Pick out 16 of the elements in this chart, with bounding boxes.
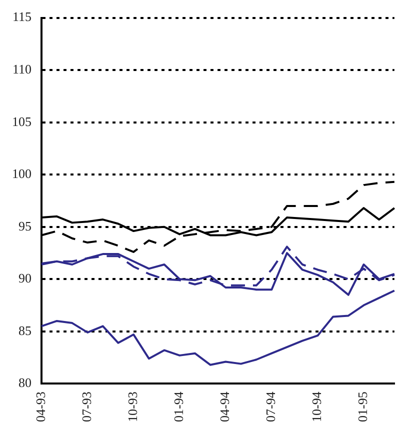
x-tick-label: 10-93 xyxy=(124,392,140,422)
x-tick-label: 10-94 xyxy=(309,391,324,422)
y-tick-label: 95 xyxy=(18,218,32,234)
y-tick-label: 110 xyxy=(12,61,32,76)
y-tick-label: 80 xyxy=(18,375,32,390)
x-tick-label: 07-93 xyxy=(78,392,94,422)
y-tick-label: 85 xyxy=(18,322,32,338)
y-tick-label: 90 xyxy=(18,270,32,286)
y-tick-label: 115 xyxy=(12,9,32,24)
y-tick-label: 105 xyxy=(12,114,32,129)
x-tick-label: 04-94 xyxy=(217,391,232,422)
x-tick-label: 01-95 xyxy=(355,392,370,422)
y-tick-label: 100 xyxy=(12,166,32,182)
x-tick-label: 01-94 xyxy=(171,391,186,422)
x-tick-label: 04-93 xyxy=(32,392,48,422)
x-tick-label: 07-94 xyxy=(263,391,278,422)
